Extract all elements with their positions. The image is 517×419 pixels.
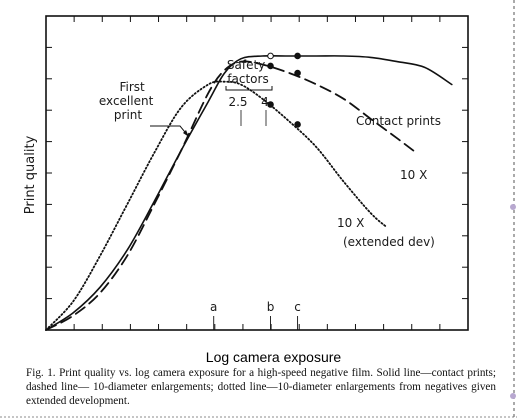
x-tick-labels: a b c <box>210 300 301 330</box>
x-tick-label-b: b <box>267 300 275 314</box>
x-tick-label-c: c <box>294 300 301 314</box>
first-excellent-line-1: First <box>119 80 145 94</box>
first-excellent-line-3: print <box>114 108 142 122</box>
right-edge-dot-2 <box>510 393 516 399</box>
safety-value-2-5: 2.5 <box>228 95 247 109</box>
safety-factors-annotation: Safety factors 2.5 4 <box>225 58 273 126</box>
y-axis-label: Print quality <box>23 135 38 214</box>
label-contact-prints: Contact prints <box>356 114 441 128</box>
safety-title-line-2: factors <box>227 72 268 86</box>
right-edge-dot-1 <box>510 204 516 210</box>
first-excellent-line-2: excellent <box>99 94 154 108</box>
label-10x-extended: 10 X <box>337 216 364 230</box>
data-marker <box>267 101 274 108</box>
data-marker <box>267 62 274 70</box>
series-line-solid <box>45 54 453 331</box>
data-marker <box>294 121 301 128</box>
series-layer <box>45 54 453 331</box>
svg-text:Safety factors: Safety factors <box>227 58 269 86</box>
figure-caption: Fig. 1. Print quality vs. log camera exp… <box>26 367 496 407</box>
series-line-dashed <box>45 60 418 331</box>
safety-value-4: 4 <box>261 95 269 109</box>
first-excellent-annotation: First excellent print <box>99 80 190 138</box>
series-line-dotted <box>45 80 388 331</box>
svg-text:First excellent pr: First excellent print <box>99 80 157 122</box>
data-marker <box>294 69 301 77</box>
x-axis-label: Log camera exposure <box>205 349 342 365</box>
safety-title-line-1: Safety <box>227 58 265 72</box>
label-10x: 10 X <box>400 168 427 182</box>
data-marker <box>294 52 301 60</box>
first-excellent-leader <box>150 125 190 138</box>
safety-bracket <box>225 86 273 91</box>
data-marker <box>267 52 274 60</box>
label-extended-dev: (extended dev) <box>343 235 435 249</box>
first-excellent-arrowhead <box>183 130 189 137</box>
x-tick-label-a: a <box>210 300 217 314</box>
marker-layer <box>267 52 301 128</box>
tick-marks <box>46 16 468 330</box>
